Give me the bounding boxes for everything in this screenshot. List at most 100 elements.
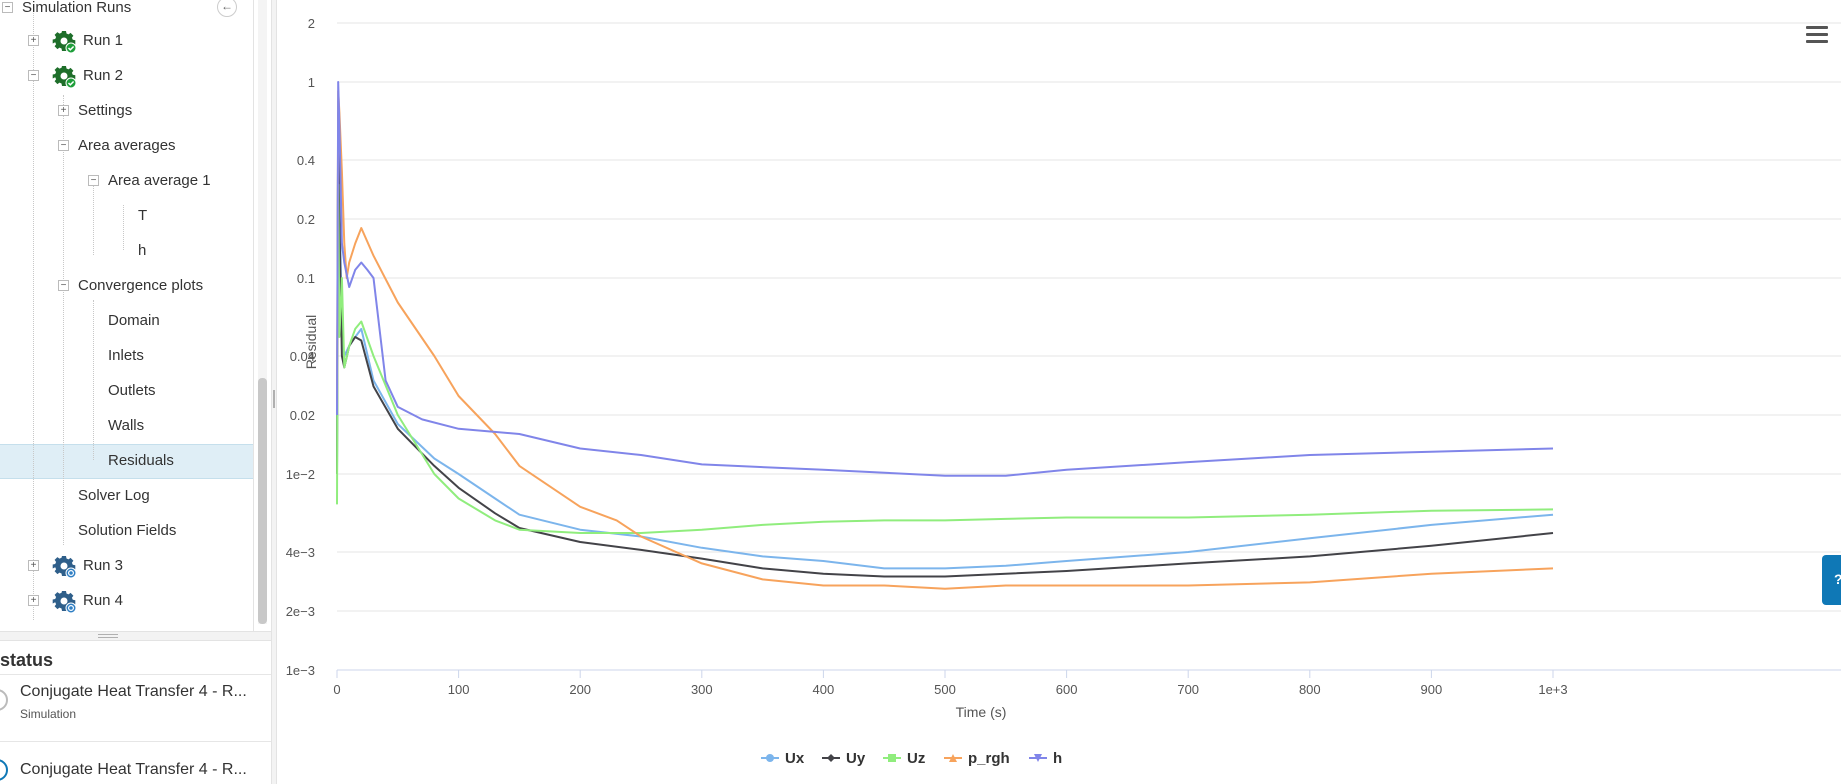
y-tick-label: 0.2 [297,212,315,227]
status-splitter[interactable] [0,631,271,641]
legend-triangle-icon [944,754,962,762]
y-tick-label: 4e−3 [286,545,315,560]
tree-item-inlets[interactable]: Inlets [88,338,144,373]
y-tick-label: 0.04 [290,349,315,364]
tree-item-label: Run 1 [83,32,124,49]
tree-item-run-2[interactable]: − Run 2 [28,58,123,93]
legend-square-icon [883,754,901,762]
tree-item-residuals[interactable]: Residuals [88,443,174,478]
x-tick-label: 400 [813,682,835,697]
collapse-toggle-icon[interactable]: − [88,175,99,186]
tree-item-outlets[interactable]: Outlets [88,373,156,408]
status-panel [0,641,271,784]
status-item-name: Conjugate Heat Transfer 4 - R... [20,683,247,700]
tree-item-solver-log[interactable]: Solver Log [58,478,150,513]
legend-item-uy[interactable]: Uy [822,747,865,769]
status-progress-icon [0,689,8,711]
x-axis-title: Time (s) [956,704,1007,720]
tree-item-walls[interactable]: Walls [88,408,144,443]
x-tick-label: 1e+3 [1538,682,1567,697]
y-axis-title: Residual [303,315,319,369]
tree-item-label: T [138,207,148,224]
tree-item-run-3[interactable]: + Run 3 [28,548,123,583]
tree-scrollbar[interactable] [258,0,267,624]
legend-circle-icon [761,754,779,762]
tree-item-label: Residuals [108,452,174,469]
gear-check-icon [52,29,77,54]
status-item-name: Conjugate Heat Transfer 4 - R... [20,761,247,778]
y-tick-label: 0.1 [297,271,315,286]
legend-diamond-icon [822,754,840,762]
collapse-panel-button[interactable]: ← [217,0,237,17]
tree-scrollbar-thumb[interactable] [258,378,267,624]
series-line-h [336,81,1554,477]
simulation-tree-panel: + Run 1− Run 2 + Settings − Area averages − Area… [0,0,254,631]
legend-label: p_rgh [968,749,1010,767]
tree-root-label: Simulation Runs [22,0,132,16]
tree-item-t[interactable]: T [118,198,147,233]
gear-check-icon [52,64,77,89]
x-tick-label: 100 [448,682,470,697]
tree-item-settings[interactable]: + Settings [58,93,132,128]
tree-item-label: Settings [78,102,133,119]
tree-item-domain[interactable]: Domain [88,303,160,338]
collapse-toggle-icon[interactable]: − [58,280,69,291]
tree-item-label: Solution Fields [78,522,177,539]
y-tick-label: 2e−3 [286,604,315,619]
tree-item-solution-fields[interactable]: Solution Fields [58,513,176,548]
legend-item-h[interactable]: h [1029,747,1062,769]
legend-label: Uz [907,749,926,767]
x-tick-label: 700 [1177,682,1199,697]
series-line-uy [336,111,1554,578]
series-line-ux [336,100,1554,570]
splitter-grip-icon [98,634,118,638]
tree-root-simulation-runs[interactable]: − Simulation Runs [2,0,131,25]
x-tick-label: 300 [691,682,713,697]
expand-toggle-icon[interactable]: + [28,595,39,606]
tree-item-label: Area average 1 [108,172,211,189]
legend-triangle-down-icon [1029,754,1047,762]
residuals-chart-area: 2 1 0.4 0.2 0.1 0.04 0.02 1e−2 4e−3 2e−3 1e−3 0 100 2… [278,0,1841,784]
x-tick-label: 200 [569,682,591,697]
status-item[interactable]: Conjugate Heat Transfer 4 - R... [0,741,271,784]
legend-label: h [1053,749,1063,767]
residuals-chart: 2 1 0.4 0.2 0.1 0.04 0.02 1e−2 4e−3 2e−3 1e−3 0 100 2… [286,16,1841,720]
tree-item-label: Domain [108,312,160,329]
collapse-toggle-icon[interactable]: − [58,140,69,151]
tree-item-area-average-1[interactable]: − Area average 1 [88,163,211,198]
legend-item-uz[interactable]: Uz [883,747,925,769]
tree-item-label: Walls [108,417,145,434]
expand-toggle-icon[interactable]: + [28,35,39,46]
selected-row-highlight [0,444,253,479]
legend-item-ux[interactable]: Ux [761,747,804,769]
gear-pending-icon [52,589,77,614]
tree-item-label: h [138,242,147,259]
tree-item-run-4[interactable]: + Run 4 [28,583,123,618]
tree-item-label: Area averages [78,137,176,154]
gear-pending-icon [52,554,77,579]
root-toggle[interactable]: − [2,2,13,13]
legend-item-p-rgh[interactable]: p_rgh [944,747,1010,769]
expand-toggle-icon[interactable]: + [58,105,69,116]
tree-item-convergence-plots[interactable]: − Convergence plots [58,268,203,303]
tree-item-label: Solver Log [78,487,150,504]
help-tab-button[interactable]: ? [1822,555,1841,605]
y-tick-label: 0.02 [290,408,315,423]
tree-item-label: Run 4 [83,592,124,609]
collapse-toggle-icon[interactable]: − [28,70,39,81]
chart-menu-icon[interactable] [1806,26,1828,46]
y-tick-label: 0.4 [297,153,315,168]
tree-item-h[interactable]: h [118,233,146,268]
tree-item-label: Convergence plots [78,277,204,294]
splitter-grip-icon [273,390,275,408]
tree-item-label: Outlets [108,382,156,399]
status-item[interactable]: Conjugate Heat Transfer 4 - R... Simulat… [0,674,271,730]
legend-label: Uy [846,749,866,767]
x-tick-label: 0 [333,682,340,697]
expand-toggle-icon[interactable]: + [28,560,39,571]
y-tick-label: 1 [308,75,315,90]
panel-splitter[interactable] [271,0,277,784]
tree-item-run-1[interactable]: + Run 1 [28,23,123,58]
tree-item-area-averages[interactable]: − Area averages [58,128,176,163]
